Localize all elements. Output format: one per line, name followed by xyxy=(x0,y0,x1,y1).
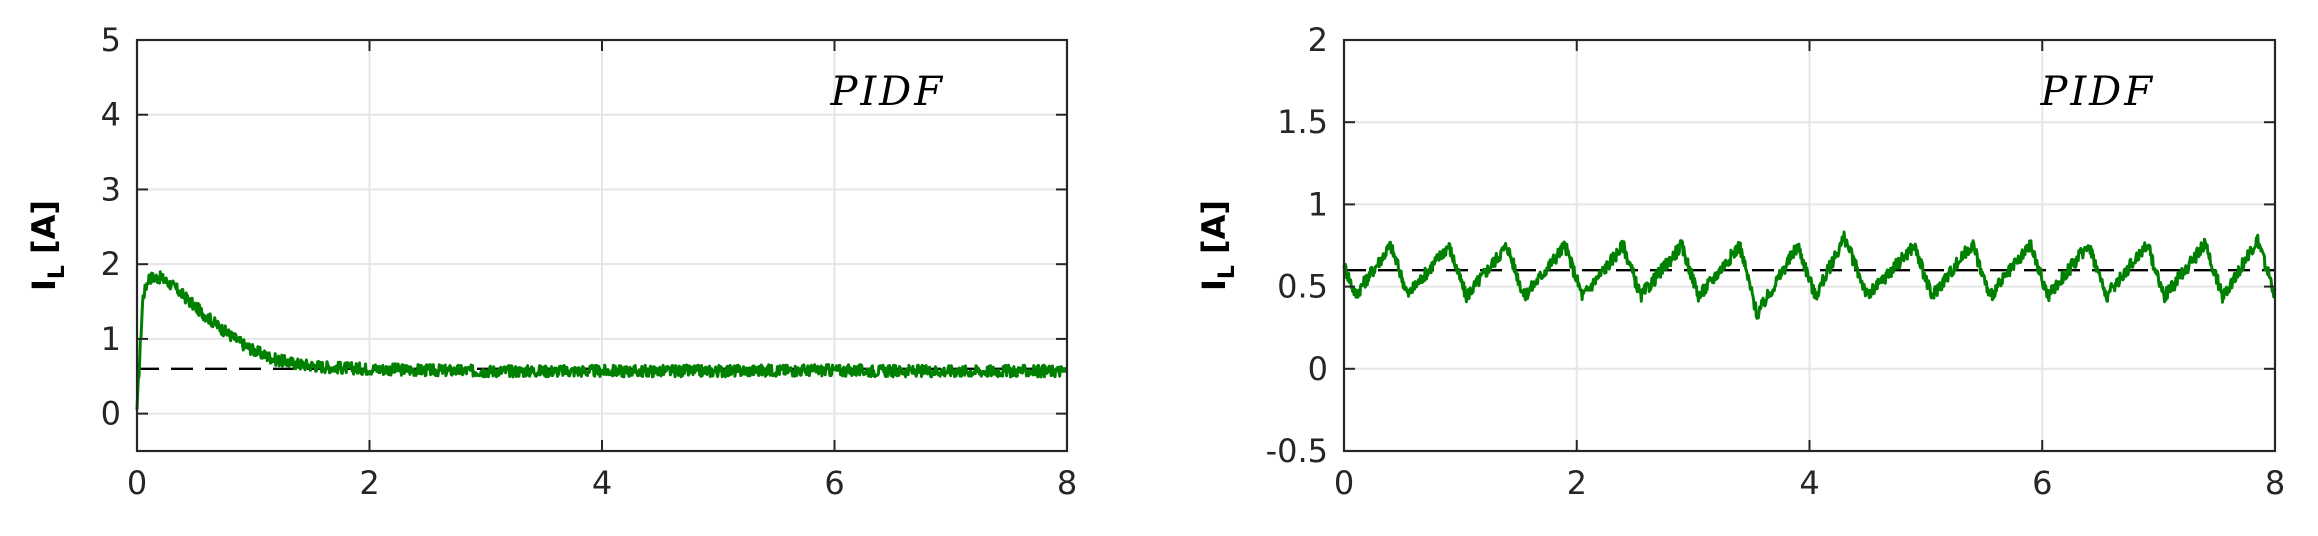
series-line xyxy=(135,270,1068,410)
series-line xyxy=(1342,230,2277,320)
y-tick-label: 0 xyxy=(1308,350,1328,388)
y-axis-label-unit: [A] xyxy=(25,200,63,265)
y-tick-label: 1.5 xyxy=(1277,103,1328,141)
x-tick-label: 8 xyxy=(2265,464,2285,502)
x-tick-label: 0 xyxy=(1334,464,1354,502)
y-tick-label: 3 xyxy=(101,170,121,208)
y-axis-label-subscript: L xyxy=(45,265,70,279)
x-tick-label: 0 xyxy=(127,464,147,502)
x-tick-label: 2 xyxy=(359,464,379,502)
x-tick-label: 6 xyxy=(824,464,844,502)
y-tick-label: 1 xyxy=(1308,185,1328,223)
y-tick-label: 4 xyxy=(101,96,121,134)
y-tick-label: 0.5 xyxy=(1277,268,1328,306)
y-axis-label-subscript: L xyxy=(1215,265,1240,279)
y-tick-label: 1 xyxy=(101,320,121,358)
y-axis-label: IL [A] xyxy=(1195,200,1240,291)
y-tick-label: 0 xyxy=(101,395,121,433)
y-axis-label-unit: [A] xyxy=(1195,200,1233,265)
y-tick-label: -0.5 xyxy=(1266,432,1328,470)
x-tick-label: 4 xyxy=(592,464,612,502)
controller-annotation: PIDF xyxy=(829,69,945,115)
x-tick-label: 8 xyxy=(1057,464,1077,502)
y-tick-label: 2 xyxy=(1308,21,1328,59)
controller-annotation: PIDF xyxy=(2039,69,2155,115)
x-tick-label: 4 xyxy=(1799,464,1819,502)
y-axis-label-main: I xyxy=(25,279,63,291)
x-tick-label: 2 xyxy=(1567,464,1587,502)
x-tick-label: 6 xyxy=(2032,464,2052,502)
y-axis-label-main: I xyxy=(1195,279,1233,291)
y-axis-label: IL [A] xyxy=(25,200,70,291)
y-tick-label: 5 xyxy=(101,21,121,59)
y-tick-label: 2 xyxy=(101,245,121,283)
left-plot: 0 2 4 6 8 0 1 2 3 4 5 IL [A] PIDF xyxy=(25,21,1077,502)
